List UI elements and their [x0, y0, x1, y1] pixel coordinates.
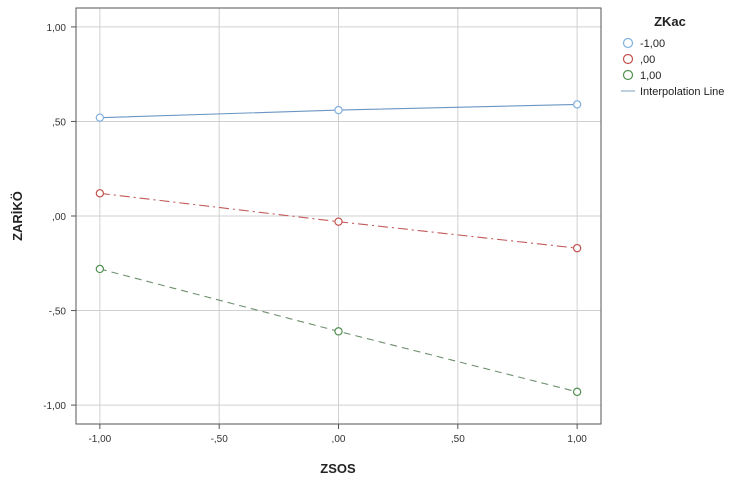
x-tick-label: -,50 [211, 434, 229, 445]
y-axis-title: ZARİKÖ [10, 191, 25, 241]
data-point [572, 387, 582, 397]
x-tick-label: -1,00 [88, 434, 111, 445]
legend-interpolation-label: Interpolation Line [640, 86, 724, 98]
legend-marker [622, 53, 634, 65]
y-tick-label: -,50 [49, 307, 67, 318]
tick-labels: -1,00 -,50 ,00 ,50 1,00 1,00 ,50 ,00 -,50 -1,00 [43, 23, 587, 445]
gridlines [76, 8, 601, 424]
data-point [334, 327, 343, 336]
x-tick-label: ,50 [451, 434, 465, 445]
y-tick-label: -1,00 [43, 401, 66, 412]
series-lines [95, 100, 582, 397]
data-point [95, 264, 105, 274]
legend-title: ZKac [654, 14, 686, 29]
data-point [95, 113, 105, 122]
legend-label: ,00 [640, 54, 655, 66]
data-point [572, 243, 582, 253]
legend-marker [622, 37, 634, 49]
y-tick-label: 1,00 [47, 23, 67, 34]
y-tick-label: ,00 [52, 212, 66, 223]
y-tick-label: ,50 [52, 117, 66, 128]
x-tick-label: ,00 [332, 434, 346, 445]
legend-label: 1,00 [640, 70, 661, 82]
data-point [95, 189, 105, 198]
data-point [572, 100, 582, 109]
legend-marker [622, 69, 634, 81]
data-point [334, 105, 343, 115]
legend: ZKac -1,00 ,00 1,00 Interpolation Line [621, 14, 724, 98]
x-tick-label: 1,00 [567, 434, 587, 445]
legend-label: -1,00 [640, 38, 665, 50]
data-point [334, 217, 343, 226]
x-axis-title: ZSOS [320, 461, 356, 476]
